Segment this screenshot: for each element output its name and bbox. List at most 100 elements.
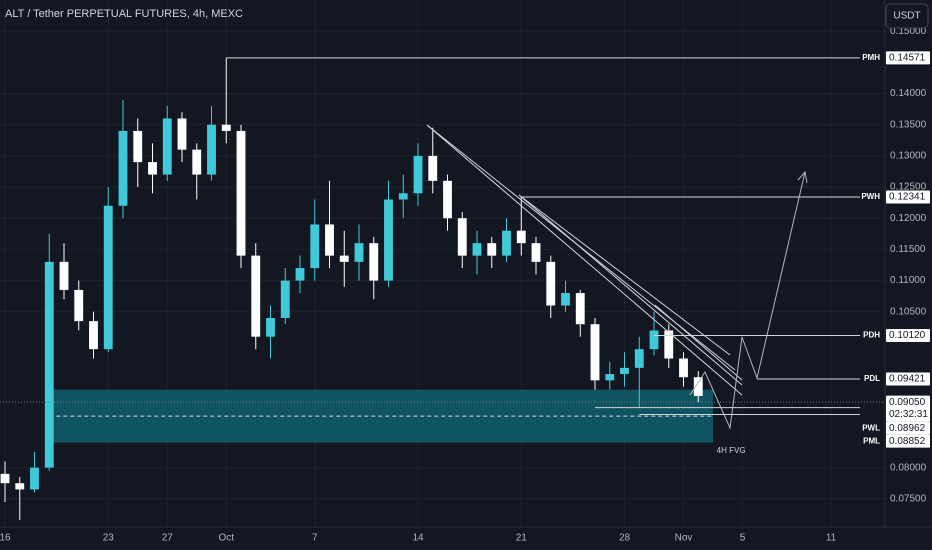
- candle-body: [310, 224, 320, 269]
- y-tick-label: 0.14000: [890, 88, 927, 99]
- countdown: 02:32:31: [889, 409, 928, 420]
- candle-body: [89, 321, 98, 350]
- price-label-box: [886, 328, 930, 342]
- price-label: 0.09050: [889, 397, 926, 408]
- projection-arrow: [797, 170, 808, 184]
- price-label-box: [886, 372, 930, 386]
- x-tick-label: Oct: [218, 533, 234, 544]
- candle-body: [590, 324, 600, 381]
- candle-body: [398, 193, 408, 200]
- x-tick-label: 7: [312, 533, 318, 544]
- currency-label[interactable]: USDT: [893, 11, 920, 22]
- y-tick-label: 0.12500: [890, 182, 927, 193]
- level-name: PWH: [861, 192, 880, 201]
- candle-body: [546, 261, 556, 306]
- candle-body: [649, 330, 659, 350]
- candle-body: [531, 243, 541, 262]
- candle-body: [339, 255, 349, 262]
- candle-body: [634, 349, 644, 368]
- candle-body: [502, 230, 511, 256]
- x-tick-label: 27: [162, 533, 174, 544]
- fvg-label: 4H FVG: [717, 446, 746, 455]
- candle-body: [177, 118, 187, 150]
- candle-body: [354, 243, 364, 262]
- y-tick-label: 0.13500: [890, 119, 927, 130]
- price-label: 0.09421: [889, 374, 926, 385]
- price-label: 0.14571: [889, 53, 926, 64]
- candle-body: [221, 124, 231, 131]
- price-label: 0.08852: [889, 436, 926, 447]
- candle-body: [148, 162, 157, 175]
- candle-body: [162, 118, 172, 175]
- candle-body: [384, 199, 393, 281]
- candle-body: [369, 243, 379, 281]
- y-tick-label: 0.10500: [890, 306, 927, 317]
- candle-body: [561, 293, 570, 306]
- price-label: 0.08962: [889, 423, 926, 434]
- price-label-box: [886, 395, 930, 422]
- x-tick-label: Nov: [675, 533, 693, 544]
- x-tick-label: 11: [826, 533, 837, 544]
- x-tick-label: 23: [103, 533, 115, 544]
- y-tick-label: 0.11000: [890, 275, 926, 286]
- y-tick-label: 0.12000: [890, 213, 927, 224]
- candle-body: [443, 180, 452, 219]
- x-tick-label: 5: [740, 533, 746, 544]
- price-label-box: [886, 51, 930, 65]
- candle-body: [413, 155, 423, 194]
- candle-body: [575, 293, 585, 325]
- price-labels: PMH 0.14571 PWH 0.12341 PDH 0.10120 PDL 0.09421…: [861, 51, 930, 448]
- trendline: [654, 304, 743, 381]
- candle-body: [0, 473, 10, 484]
- level-name: PDH: [863, 331, 880, 340]
- candle-body: [133, 130, 143, 163]
- candle-body: [118, 130, 128, 206]
- candle-body: [472, 243, 482, 256]
- level-name: PDL: [864, 374, 880, 383]
- y-tick-label: 0.13000: [890, 151, 927, 162]
- candle-body: [457, 218, 467, 256]
- drawings: [426, 124, 808, 430]
- price-label: 0.10120: [889, 330, 926, 341]
- level-name: PML: [863, 436, 880, 445]
- candle-body: [679, 358, 688, 378]
- price-label-box: [886, 434, 930, 448]
- axes: 0.07500 0.08000 0.10500 0.11000 0.11500 0.120…: [0, 26, 927, 544]
- x-tick-label: 14: [412, 533, 424, 544]
- x-tick-label: 21: [516, 533, 528, 544]
- chart-title: ALT / Tether PERPETUAL FUTURES, 4h, MEXC: [5, 8, 243, 20]
- candle-body: [207, 124, 216, 175]
- candle-body: [487, 243, 497, 256]
- zone-layer: 4H FVG: [49, 389, 746, 455]
- candle-body: [325, 224, 334, 256]
- x-tick-label: 28: [619, 533, 631, 544]
- price-label-box: [886, 190, 930, 204]
- candle-body: [428, 155, 438, 181]
- candle-body: [192, 149, 202, 175]
- candle-body: [516, 230, 526, 244]
- currency-button[interactable]: [885, 3, 929, 29]
- candle-body: [30, 467, 39, 490]
- candle-body: [15, 483, 25, 490]
- price-label: 0.12341: [889, 192, 926, 203]
- y-tick-label: 0.08000: [890, 462, 927, 473]
- levels: [0, 57, 885, 416]
- candle-body: [620, 367, 629, 375]
- trendline: [518, 194, 743, 386]
- trendline: [426, 124, 743, 396]
- price-label-box: [886, 421, 930, 435]
- candle-body: [693, 377, 703, 396]
- candle-body: [59, 261, 69, 290]
- candle-body: [295, 268, 305, 281]
- candle-body: [605, 374, 615, 381]
- candle-body: [280, 280, 290, 318]
- level-name: PWL: [862, 423, 880, 432]
- x-tick-label: 16: [0, 533, 11, 544]
- y-tick-label: 0.15000: [890, 26, 927, 37]
- candle-body: [236, 130, 246, 256]
- candle-body: [44, 261, 54, 468]
- trendline: [518, 194, 731, 356]
